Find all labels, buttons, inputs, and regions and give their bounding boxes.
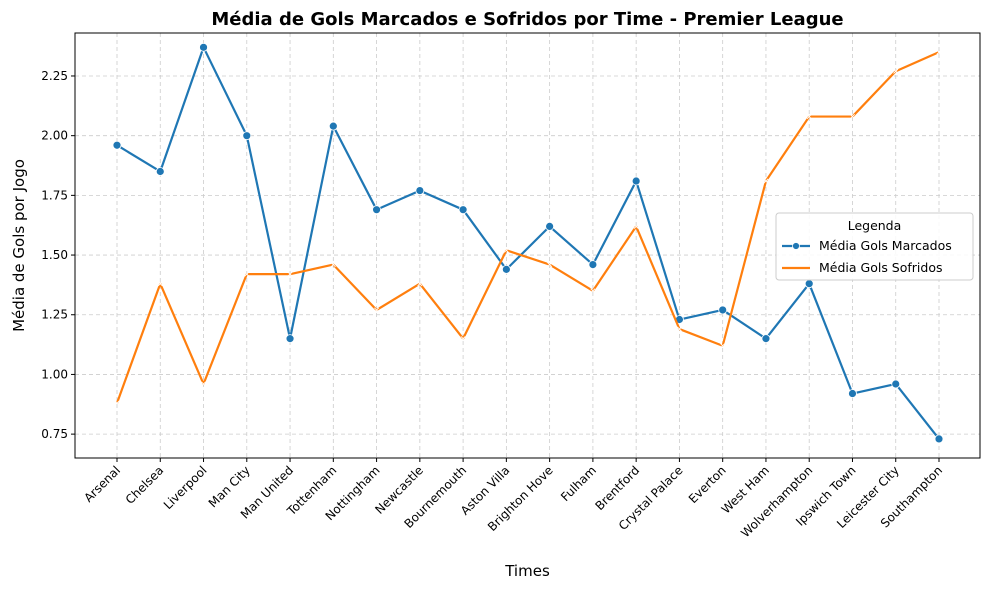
plot-area-frame	[74, 32, 981, 459]
series-1-point	[374, 307, 380, 313]
series-0-point	[804, 279, 814, 289]
series-0-point	[242, 131, 252, 141]
y-tick-label: 0.75	[41, 427, 68, 441]
x-axis-title: Times	[504, 562, 550, 580]
series-1-point	[460, 336, 466, 342]
x-tick-label: Everton	[686, 463, 729, 506]
series-1-point	[201, 381, 207, 387]
series-0-point	[545, 221, 555, 231]
y-tick-label: 2.00	[41, 129, 68, 143]
series-1-point	[330, 262, 336, 268]
series-0-point	[934, 434, 944, 444]
legend-label-sofridos: Média Gols Sofridos	[819, 260, 943, 275]
series-0-point	[891, 379, 901, 389]
series-1-point	[763, 178, 769, 184]
legend: Legenda Média Gols Marcados Média Gols S…	[775, 212, 974, 281]
series-1-point	[633, 223, 639, 229]
series-1-point	[590, 288, 596, 294]
y-axis-title: Média de Gols por Jogo	[10, 159, 28, 332]
series-0-point	[415, 186, 425, 195]
series-0-point	[285, 334, 295, 344]
series-0-point	[848, 389, 857, 398]
y-tick-label: 1.75	[41, 188, 68, 202]
series-1-point	[547, 262, 553, 268]
series-1-point	[114, 400, 120, 406]
series-1-point	[244, 271, 250, 277]
series-1-point	[676, 326, 682, 332]
series-1-point	[157, 281, 163, 287]
series-1-point	[893, 68, 899, 74]
series-1-point	[417, 281, 423, 287]
y-tick-label: 1.00	[41, 367, 68, 381]
series-line-1	[115, 51, 940, 404]
series-1-point	[287, 271, 293, 277]
legend-marker-marcados	[792, 242, 800, 250]
chart-title: Média de Gols Marcados e Sofridos por Ti…	[211, 9, 843, 30]
series-1-point	[849, 114, 855, 120]
series-1-point	[806, 114, 812, 120]
x-tick-label: Arsenal	[81, 463, 123, 505]
x-tick-label: Liverpool	[161, 463, 210, 512]
y-tick-label: 1.50	[41, 248, 68, 262]
series-1-point	[936, 49, 942, 55]
x-tick-label: Fulham	[558, 463, 599, 504]
legend-title: Legenda	[848, 218, 902, 233]
series-0-point	[328, 121, 338, 131]
series-0-point	[458, 205, 468, 215]
series-line-0	[116, 46, 940, 440]
series-1-point	[503, 247, 509, 253]
series-0-point	[112, 140, 122, 150]
legend-box	[775, 212, 974, 281]
series-0-point	[588, 260, 598, 270]
series-0-point	[155, 167, 165, 176]
series-0-point	[631, 176, 641, 186]
series-0-point	[718, 305, 728, 315]
series-0-point	[372, 205, 381, 215]
y-tick-label: 2.25	[41, 69, 68, 83]
legend-label-marcados: Média Gols Marcados	[819, 238, 952, 253]
series-0-point	[761, 334, 771, 344]
y-tick-label: 1.25	[41, 308, 68, 322]
series-0-point	[199, 42, 208, 52]
series-1-point	[720, 343, 726, 349]
series-0-point	[501, 264, 511, 274]
x-tick-label: Chelsea	[123, 463, 167, 507]
